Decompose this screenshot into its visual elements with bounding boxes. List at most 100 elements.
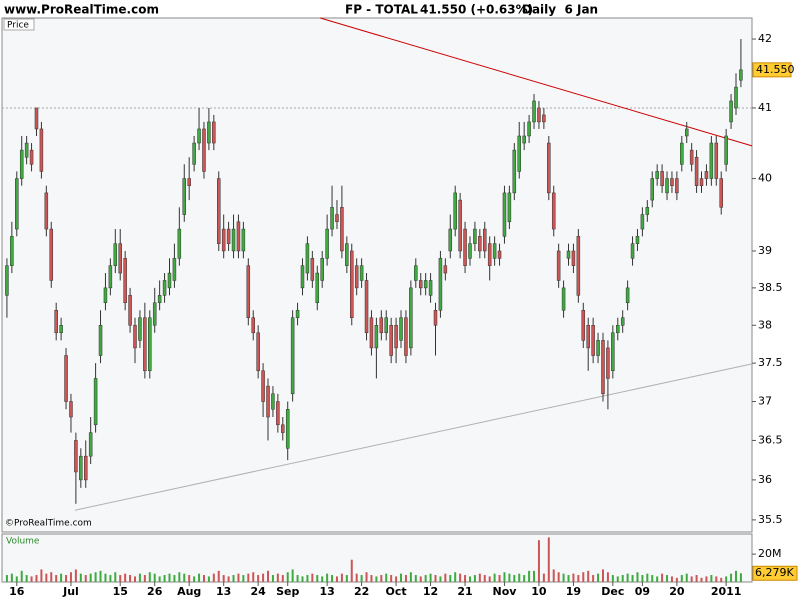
y-tick-label: 36 [758,473,772,486]
candle-body [537,107,541,123]
volume-bar [439,576,442,582]
candle-body [611,332,615,372]
candle-body [123,258,127,304]
candle-body [650,178,654,201]
volume-bar [587,570,590,582]
volume-bar [557,572,560,582]
volume-bar [306,575,309,582]
volume-bar [670,576,673,582]
candle-body [162,280,167,296]
candle-body [266,385,270,418]
candle-body [448,228,453,252]
volume-bar [656,576,659,582]
volume-bar [646,573,649,582]
volume-bar [601,569,604,582]
candle-body [39,128,44,172]
candle-body [167,272,172,289]
candle-body [202,128,206,172]
candle-body [547,142,551,194]
candle-body [542,114,546,123]
volume-bar [50,572,53,582]
volume-bar [730,573,733,582]
price-panel [1,17,753,533]
volume-bar [267,570,270,582]
volume-bar [715,576,718,582]
volume-bar [202,575,205,582]
candle-body [616,325,620,334]
volume-bar [242,575,245,582]
candle-body [665,178,669,194]
volume-bar [148,572,151,582]
candle-body [108,265,113,289]
candle-body [492,243,497,259]
candle-body [694,156,699,186]
candle-body [49,228,54,281]
candle-body [103,287,108,304]
candle-body [635,236,640,244]
volume-bar [528,570,531,582]
volume-bar [513,575,516,582]
volume-bar [257,575,260,582]
volume-bar [217,570,220,582]
candle-body [660,171,664,186]
candle-body [739,69,743,81]
candle-body [236,221,241,252]
x-tick-label: 21 [457,585,472,598]
candle-body [581,309,586,341]
candle-body [522,135,526,144]
volume-bar [444,573,447,582]
volume-bar [193,576,196,582]
volume-bar [104,573,107,582]
volume-bar [355,573,358,582]
copyright: ©ProRealTime.com [5,519,92,529]
volume-bar [680,575,683,582]
candle-body [192,142,196,165]
volume-bar [232,575,235,582]
candle-body [113,243,118,266]
candle-body [187,178,191,186]
volume-bar [5,575,8,582]
volume-bar [134,576,137,582]
candle-body [143,317,147,372]
y-tick-label: 38.5 [758,281,783,294]
volume-bar [493,573,496,582]
candle-body [276,401,280,426]
candle-body [384,317,388,334]
volume-bar [414,575,417,582]
volume-bar [508,573,511,582]
trendline [74,363,753,511]
candle-body [724,135,728,165]
volume-bar [675,577,678,582]
y-tick-label: 37 [758,395,772,408]
trendline [320,17,753,147]
candle-body [675,178,679,194]
candle-body [729,100,733,123]
volume-bar [483,575,486,582]
volume-bar [311,573,314,582]
volume-bar [710,575,713,582]
volume-bar [395,576,398,582]
volume-bar [331,575,334,582]
candle-body [596,340,600,356]
volume-bar [69,572,72,582]
volume-bar [60,573,63,582]
candle-body [463,228,467,266]
volume-bar [25,575,28,582]
volume-bar [168,573,171,582]
volume-bar [577,575,580,582]
x-tick-label: 13 [216,585,231,598]
volume-bar [222,575,225,582]
candle-body [433,309,438,326]
x-tick-label: 19 [566,585,581,598]
volume-bar [158,576,161,582]
volume-bar [547,537,550,582]
volume-bar [503,572,506,582]
candle-body [532,100,536,123]
volume-bar [316,575,319,582]
y-tick-label: 40 [758,172,772,185]
volume-bar [542,573,545,582]
volume-bar [188,575,191,582]
candle-body [394,325,398,349]
candle-body [256,332,260,372]
volume-bar [296,575,299,582]
